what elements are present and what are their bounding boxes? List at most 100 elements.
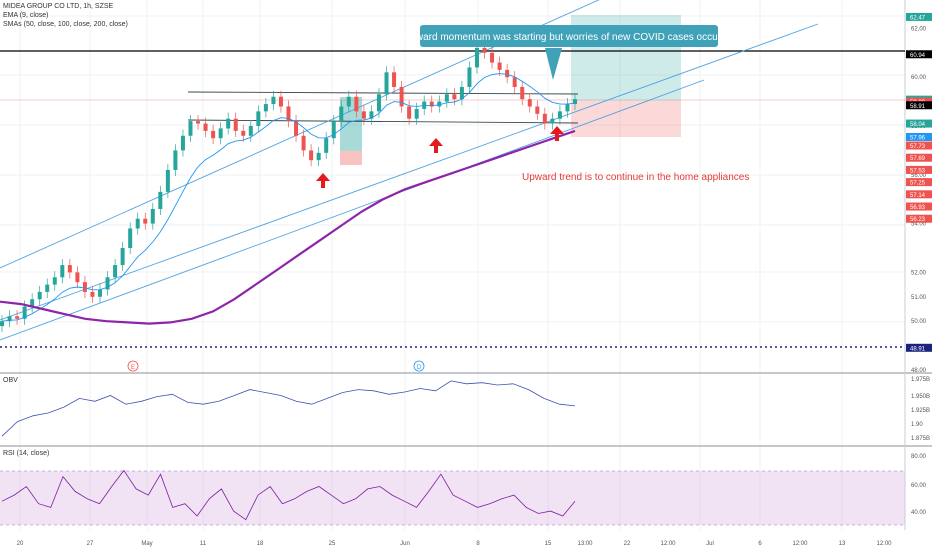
price-tag-label: 48.91 [910, 346, 926, 352]
candle-body [37, 291, 42, 300]
callout-box[interactable] [420, 25, 718, 47]
up-arrow-icon [550, 126, 564, 141]
sma-200-line [0, 129, 576, 325]
obv-label[interactable]: OBV [3, 377, 18, 384]
candle-body [520, 86, 525, 100]
price-tick-label: 51.00 [911, 295, 927, 301]
candle-body [573, 99, 577, 105]
range-bottom-line[interactable] [187, 119, 579, 124]
candle-body [256, 111, 261, 126]
candle-body [52, 277, 57, 285]
ema-legend[interactable]: EMA (9, close) [3, 12, 49, 19]
channel-middle[interactable] [0, 23, 819, 321]
time-tick-label: 18 [257, 541, 264, 547]
svg-text:1.925B: 1.925B [911, 408, 930, 414]
candle-body [211, 130, 216, 139]
small-profit-zone[interactable] [340, 97, 362, 151]
candle-body [316, 152, 321, 161]
price-tag-label: 57.69 [910, 156, 926, 162]
time-tick-label: 27 [87, 541, 94, 547]
price-tag [906, 178, 932, 187]
candle-body [278, 96, 283, 107]
candle-body [248, 126, 253, 136]
candle-body [444, 94, 449, 102]
time-axis[interactable]: 20 27 May 11 18 25 Jun 8 15 13:00 22 12:00 Jul 6 12:00… [17, 541, 893, 547]
rsi-line [1, 469, 576, 521]
price-tag-label: 57.14 [910, 193, 926, 199]
candle-body [535, 106, 540, 114]
candle-body [550, 118, 555, 124]
candle-body [158, 191, 163, 209]
range-top-line[interactable] [187, 91, 579, 95]
time-tick-label: 15 [545, 541, 552, 547]
price-tag-label: 58.04 [910, 122, 926, 128]
candle-body [90, 291, 95, 297]
price-tag [906, 141, 932, 150]
svg-text:D: D [417, 365, 422, 371]
time-tick-label: 11 [200, 541, 207, 547]
candle-body [565, 104, 570, 112]
small-loss-zone[interactable] [340, 151, 362, 165]
chart-title[interactable]: MIDEA GROUP CO LTD, 1h, SZSE [3, 3, 114, 10]
candle-body [0, 321, 4, 327]
candle-body [196, 121, 201, 124]
candle-body [354, 96, 359, 112]
svg-text:40.00: 40.00 [911, 510, 927, 516]
candle-body [557, 111, 562, 119]
candle-body [233, 118, 238, 131]
rsi-axis: 80.00 60.00 40.00 [911, 454, 927, 516]
obv-line [1, 380, 576, 437]
time-tick-label: 13 [839, 541, 846, 547]
time-tick-label: 25 [329, 541, 336, 547]
trend-annotation[interactable]: Upward trend is to continue in the home … [522, 172, 749, 183]
candle-body [226, 118, 231, 129]
price-tick-label: 50.00 [911, 319, 927, 325]
ema-9-line [1, 73, 576, 322]
price-tag [906, 50, 932, 59]
dividend-marker[interactable]: D [413, 360, 425, 372]
sma-legend[interactable]: SMAs (50, close, 100, close, 200, close) [3, 21, 128, 28]
position-loss-zone[interactable] [571, 101, 681, 137]
price-tag-label: 62.47 [910, 15, 926, 21]
obv-axis: 1.975B 1.950B 1.925B 1.90 1.875B [911, 377, 930, 442]
candle-body [45, 284, 50, 292]
time-tick-label: 22 [624, 541, 631, 547]
svg-text:60.00: 60.00 [911, 483, 927, 489]
candle-body [309, 150, 314, 161]
channel-lower[interactable] [0, 79, 705, 341]
candle-body [113, 265, 118, 278]
candle-body [82, 282, 87, 292]
candle-body [452, 94, 457, 100]
candle-body [490, 52, 495, 63]
price-tag [906, 101, 932, 110]
up-arrow-icon [429, 138, 443, 153]
time-tick-label: 8 [476, 541, 480, 547]
candle-body [361, 111, 366, 119]
candle-body [241, 130, 246, 136]
earnings-marker[interactable]: E [127, 360, 139, 372]
price-tick-label: 54.00 [911, 222, 927, 228]
time-tick-label: Jul [706, 541, 714, 547]
svg-text:1.90: 1.90 [911, 422, 923, 428]
candle-body [203, 123, 208, 131]
candle-body [346, 96, 351, 107]
candle-body [22, 306, 27, 319]
candle-body [75, 272, 80, 283]
price-tag [906, 119, 932, 128]
candle-body [429, 101, 434, 107]
price-tag [906, 165, 932, 174]
price-axis[interactable]: 62.0060.0058.0056.0054.0052.0051.0050.00… [911, 26, 927, 374]
candle-body [135, 218, 140, 229]
rsi-label[interactable]: RSI (14, close) [3, 450, 50, 457]
time-tick-label: 20 [17, 541, 24, 547]
candle-body [497, 62, 502, 70]
up-arrow-icon [316, 173, 330, 188]
candle-body [324, 138, 329, 153]
time-tick-label: Jun [400, 541, 410, 547]
candle-body [527, 99, 532, 107]
candle-body [369, 111, 374, 119]
price-tag [906, 132, 932, 141]
callout-pointer [545, 48, 562, 80]
price-tag-label: 57.25 [910, 181, 926, 187]
